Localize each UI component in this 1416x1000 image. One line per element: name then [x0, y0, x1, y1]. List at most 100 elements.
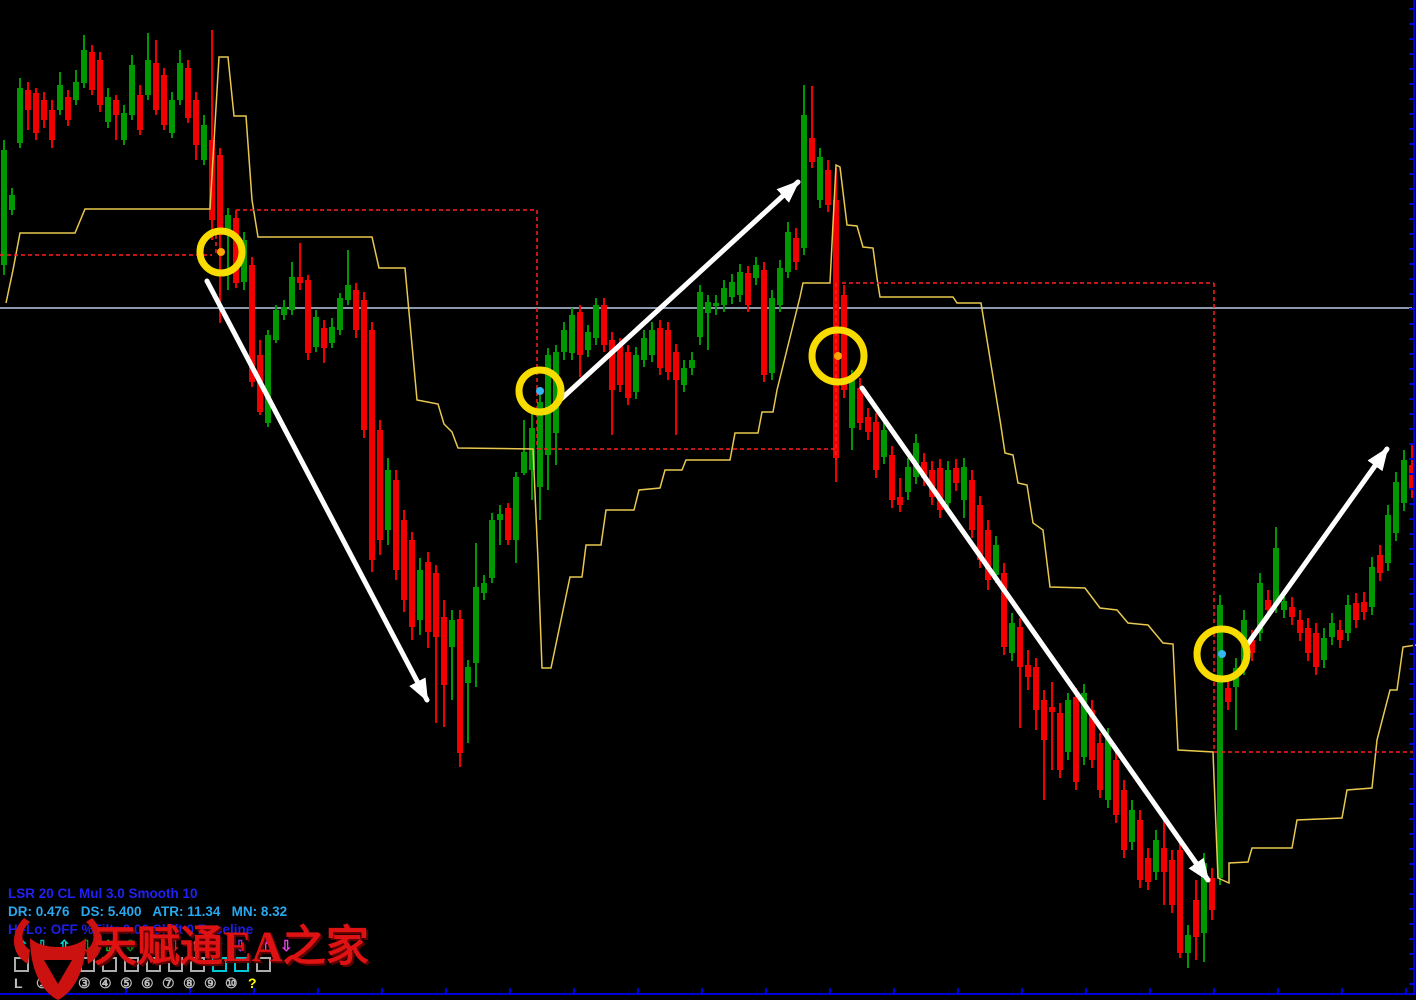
candle	[817, 157, 823, 200]
candle	[953, 468, 959, 483]
signal-arrow-button[interactable]: ⇧	[212, 938, 225, 955]
panel-number-button[interactable]: ⑤	[120, 975, 133, 991]
panel-checkbox[interactable]	[168, 957, 183, 972]
price-axis-tick	[1409, 83, 1413, 85]
price-axis-tick	[1409, 938, 1413, 940]
candle	[57, 85, 63, 110]
signal-arrow-button[interactable]: ⇧	[258, 938, 271, 955]
candle	[1345, 605, 1351, 633]
panel-number-button[interactable]: ⑧	[183, 975, 196, 991]
price-axis-tick	[1409, 38, 1413, 40]
candle	[1393, 482, 1399, 533]
time-axis-tick	[957, 988, 959, 993]
signal-arrow-button[interactable]: ⇩	[124, 938, 137, 955]
panel-checkbox[interactable]	[80, 957, 95, 972]
candle	[377, 430, 383, 540]
panel-checkbox[interactable]	[14, 957, 29, 972]
panel-checkbox[interactable]	[102, 957, 117, 972]
candle	[1025, 665, 1031, 677]
panel-checkbox[interactable]	[256, 957, 271, 972]
panel-checkbox[interactable]	[234, 957, 249, 972]
price-axis-tick	[1409, 383, 1413, 385]
price-axis-tick	[1409, 668, 1413, 670]
candle	[481, 583, 487, 593]
signal-arrow-button[interactable]: ⇧	[58, 938, 71, 955]
price-axis-tick	[1409, 323, 1413, 325]
signal-circle	[808, 326, 868, 386]
candle	[409, 540, 415, 627]
panel-checkbox[interactable]	[58, 957, 73, 972]
time-axis-tick	[829, 988, 831, 993]
price-axis-tick	[1409, 848, 1413, 850]
candle	[249, 265, 255, 382]
candle	[105, 97, 111, 122]
candle	[569, 315, 575, 353]
panel-checkbox[interactable]	[212, 957, 227, 972]
candle	[177, 63, 183, 100]
panel-number-button[interactable]: ④	[99, 975, 112, 991]
price-axis-tick	[1409, 773, 1413, 775]
candle	[521, 452, 527, 473]
candle	[585, 332, 591, 350]
candle-wick	[211, 30, 213, 240]
panel-checkbox[interactable]	[146, 957, 161, 972]
candle	[17, 88, 23, 143]
panel-checkbox[interactable]	[190, 957, 205, 972]
candle	[281, 307, 287, 315]
candle	[1057, 713, 1063, 770]
indicator-values: DR: 0.476 DS: 5.400 ATR: 11.34 MN: 8.32	[8, 904, 288, 919]
price-axis-tick	[1409, 593, 1413, 595]
candle	[1225, 688, 1231, 702]
candle	[1017, 627, 1023, 667]
panel-number-button[interactable]: ⑦	[162, 975, 175, 991]
candle	[337, 298, 343, 330]
candle	[593, 305, 599, 338]
candle-wick	[115, 95, 117, 140]
candle	[601, 305, 607, 345]
panel-checkbox[interactable]	[36, 957, 51, 972]
signal-arrow-button[interactable]: ⇩	[234, 938, 247, 955]
panel-number-button[interactable]: ②	[57, 975, 70, 991]
help-button[interactable]: ?	[248, 975, 257, 991]
signal-circle	[196, 227, 246, 277]
candle	[353, 290, 359, 330]
candle-wick	[707, 295, 709, 350]
candle	[729, 282, 735, 297]
signal-arrow-button[interactable]: ⇩	[168, 938, 181, 955]
candle	[145, 60, 151, 95]
candle-wick	[523, 420, 525, 475]
signal-arrow-button[interactable]: ⇩	[36, 938, 49, 955]
candle-wick	[1051, 682, 1053, 770]
panel-number-button[interactable]: ③	[78, 975, 91, 991]
signal-arrow-button[interactable]: ⇩	[280, 938, 293, 955]
candle	[793, 238, 799, 262]
candle	[657, 328, 663, 368]
price-axis-tick	[1409, 398, 1413, 400]
signal-arrow-button[interactable]: ⇧	[190, 938, 203, 955]
panel-number-button[interactable]: L	[14, 975, 23, 991]
candle	[33, 93, 39, 133]
panel-number-button[interactable]: ⑨	[204, 975, 217, 991]
signal-arrow-button[interactable]: ⇧	[146, 938, 159, 955]
signal-arrow-button[interactable]: ⇩	[80, 938, 93, 955]
signal-arrow-button[interactable]: ⇧	[16, 938, 29, 955]
indicator-settings: Hi-Lo: OFF %Filtr 0.00 Shift 0 Baseline	[8, 922, 254, 937]
candle	[737, 272, 743, 295]
signal-dot	[834, 352, 842, 360]
candle	[1209, 878, 1215, 910]
candle	[489, 520, 495, 578]
signal-arrow-button[interactable]: ⇧	[102, 938, 115, 955]
panel-number-button[interactable]: ①	[36, 975, 49, 991]
panel-checkbox[interactable]	[124, 957, 139, 972]
candle	[977, 505, 983, 560]
panel-number-button[interactable]: ⑥	[141, 975, 154, 991]
candle	[673, 352, 679, 380]
time-axis-line	[0, 993, 1416, 995]
panel-number-button[interactable]: ⑩	[225, 975, 238, 991]
price-axis-tick	[1409, 563, 1413, 565]
candle	[801, 115, 807, 248]
candle	[705, 302, 711, 313]
candle	[233, 218, 239, 283]
